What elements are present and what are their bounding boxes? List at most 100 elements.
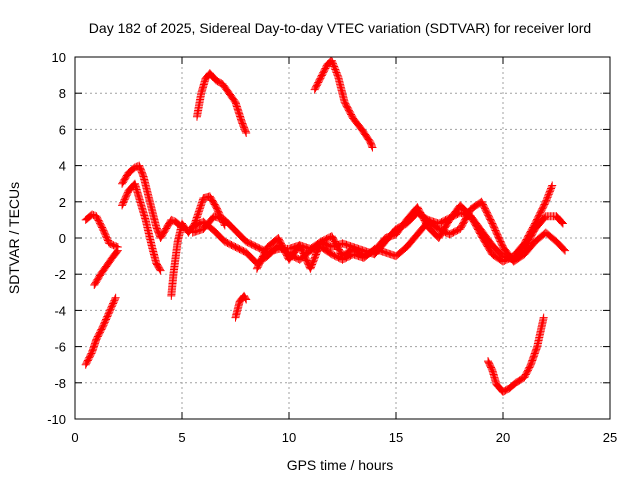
data-point [366, 138, 376, 151]
data-point [225, 89, 239, 105]
data-point [109, 247, 121, 261]
data-point [205, 192, 220, 210]
data-point [561, 246, 570, 255]
data-point [113, 246, 122, 255]
series-track-6 [167, 192, 229, 300]
data-point [220, 215, 239, 234]
data-point [105, 295, 120, 317]
data-point [327, 56, 342, 80]
data-point [240, 291, 250, 303]
data-point [135, 161, 147, 180]
data-point [310, 74, 325, 94]
x-axis-label: GPS time / hours [287, 457, 394, 473]
data-point [526, 343, 541, 369]
data-point [105, 239, 121, 251]
data-point [413, 203, 432, 230]
data-point [327, 232, 346, 259]
series-track-12 [231, 291, 251, 322]
data-point [210, 226, 228, 245]
data-point [231, 226, 250, 245]
data-point [434, 217, 453, 242]
data-point [145, 197, 160, 230]
series-track-3 [81, 293, 120, 369]
data-point [541, 228, 560, 245]
data-point [466, 212, 485, 239]
data-point [118, 188, 132, 210]
series-track-11 [310, 56, 377, 152]
data-point [96, 262, 111, 279]
data-point [90, 271, 104, 290]
data-point [509, 251, 528, 266]
data-point [488, 366, 501, 388]
data-point [212, 76, 226, 88]
data-point [152, 259, 164, 274]
y-tick-label: 6 [59, 122, 66, 137]
data-point [263, 242, 282, 261]
data-point [205, 69, 220, 84]
data-point [218, 80, 233, 96]
data-point [135, 194, 150, 223]
y-tick-label: -6 [54, 340, 66, 355]
data-point [520, 220, 539, 248]
data-point [242, 248, 260, 267]
chart-title: Day 182 of 2025, Sidereal Day-to-day VTE… [89, 20, 591, 36]
data-point [242, 295, 251, 304]
data-point [92, 212, 107, 232]
y-tick-label: -10 [47, 412, 66, 427]
data-point [499, 384, 513, 396]
data-point [548, 181, 557, 190]
data-point [118, 170, 132, 188]
data-point [370, 235, 389, 255]
data-point [242, 237, 260, 251]
data-point [520, 362, 535, 382]
data-point [340, 98, 357, 122]
y-tick-label: -8 [54, 376, 66, 391]
data-point [237, 118, 250, 136]
data-point [306, 239, 325, 273]
data-point [484, 357, 496, 373]
data-point [167, 271, 178, 300]
data-point [192, 90, 205, 121]
data-point [477, 232, 496, 257]
data-point [477, 197, 496, 227]
axis-ticks: 0 5 10 15 20 25 -10 -8 -6 -4 -2 0 2 4 6 8 10 [47, 50, 617, 445]
data-point [402, 231, 421, 252]
y-tick-label: -4 [54, 303, 66, 318]
y-tick-label: -2 [54, 267, 66, 282]
data-point [231, 298, 244, 322]
y-tick-label: 0 [59, 231, 66, 246]
data-point [156, 266, 165, 275]
data-point [445, 225, 463, 239]
data-point [334, 72, 349, 105]
data-point [242, 129, 251, 138]
x-tick-label: 5 [178, 430, 185, 445]
data-point [533, 315, 548, 351]
data-point [552, 237, 568, 254]
data-point [392, 244, 410, 261]
x-tick-label: 10 [282, 430, 296, 445]
x-tick-label: 15 [389, 430, 403, 445]
data-point [231, 98, 246, 125]
data-point [103, 253, 117, 270]
data-point [392, 217, 410, 239]
series-track-2 [90, 246, 122, 290]
data-point [317, 61, 331, 81]
data-point [252, 244, 271, 273]
data-point [552, 212, 567, 227]
data-point [541, 182, 556, 206]
series-track-13 [484, 313, 548, 396]
y-tick-label: 4 [59, 159, 66, 174]
data-point [220, 237, 239, 251]
series-track-9 [252, 181, 557, 273]
series-track-1 [81, 210, 122, 252]
y-tick-label: 2 [59, 195, 66, 210]
data-point [98, 224, 113, 246]
data-point [124, 164, 138, 177]
y-axis-label: SDTVAR / TECUs [6, 182, 22, 294]
data-point [111, 293, 120, 302]
x-tick-label: 0 [71, 430, 78, 445]
x-tick-label: 25 [603, 430, 617, 445]
data-point [98, 309, 113, 331]
y-tick-label: 10 [52, 50, 66, 65]
